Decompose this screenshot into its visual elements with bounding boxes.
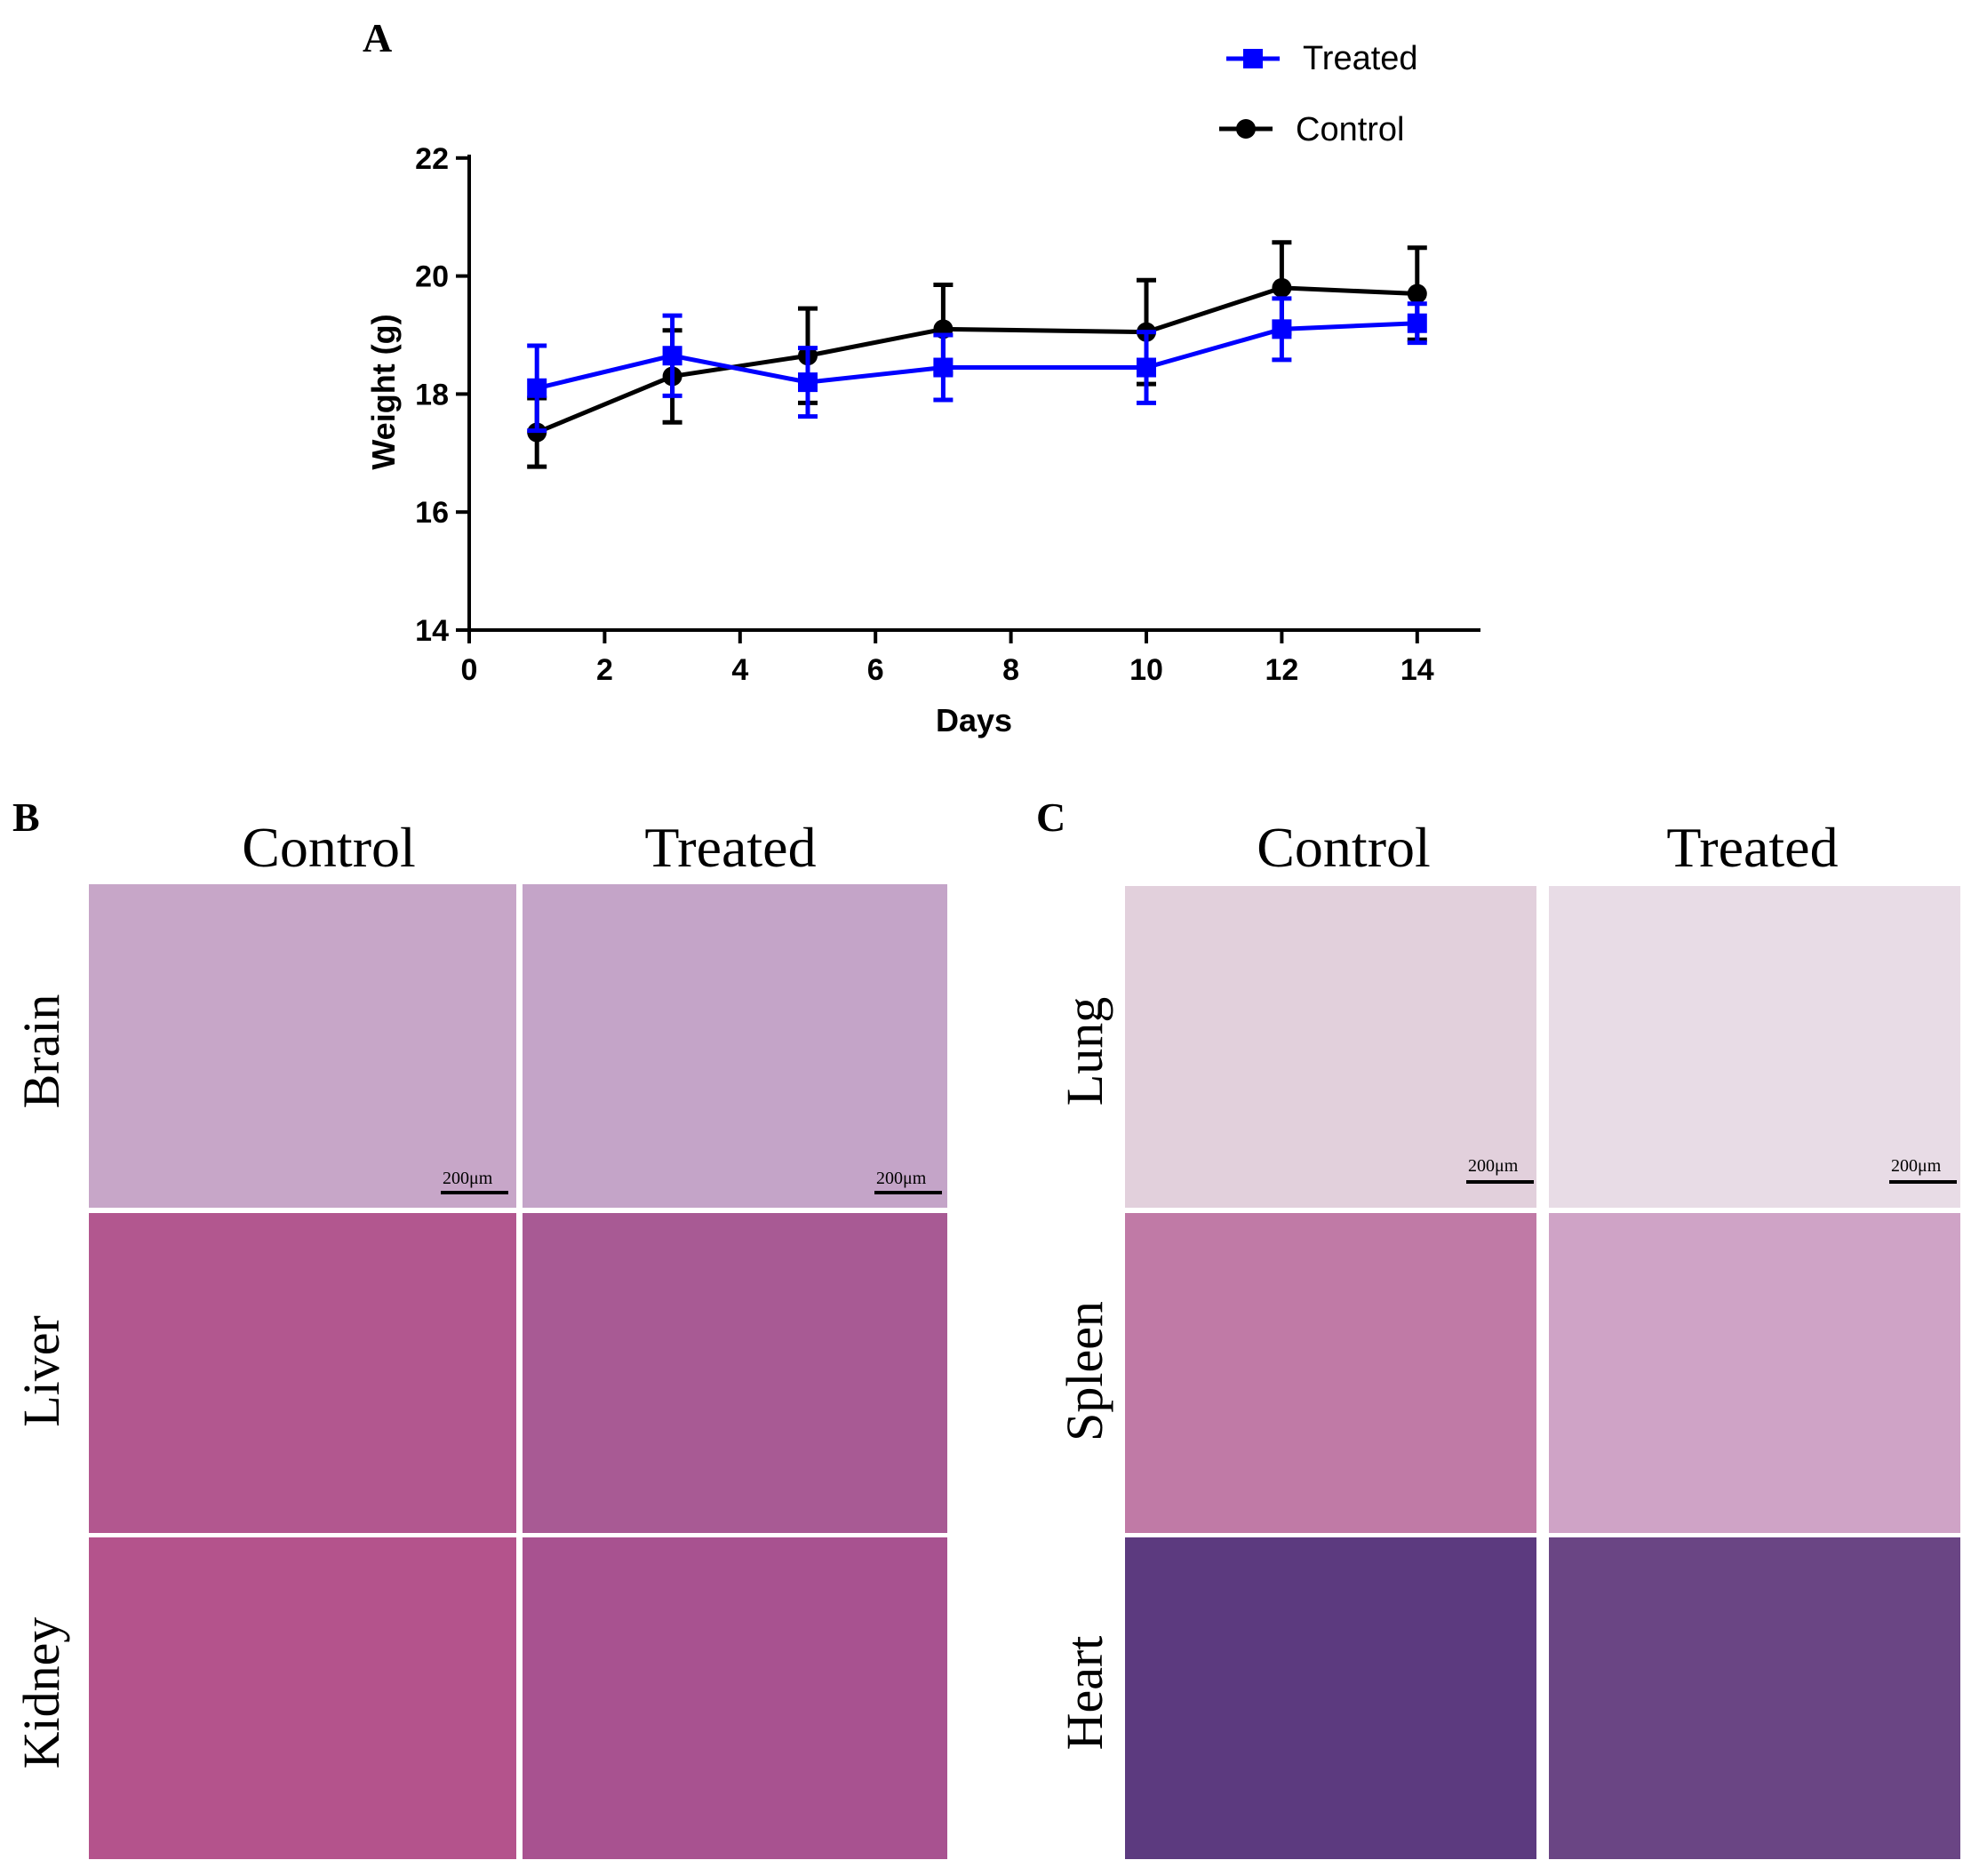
x-tick-label: 14 <box>1400 653 1434 687</box>
y-tick-label: 16 <box>415 496 449 530</box>
chart-legend: Treated Control <box>1219 40 1418 148</box>
x-tick-label: 12 <box>1265 653 1298 687</box>
micrograph-lung-control <box>1125 886 1536 1208</box>
panel-b-col-control: Control <box>242 816 416 879</box>
x-tick-label: 6 <box>867 653 884 687</box>
data-point-control <box>1272 277 1292 298</box>
micrograph-lung-treated <box>1549 886 1960 1208</box>
scale-label-brain-treated: 200μm <box>876 1169 927 1188</box>
micrograph-brain-control <box>89 884 516 1208</box>
row-label-spleen: Spleen <box>1056 1301 1113 1441</box>
data-point-treated <box>933 357 954 378</box>
panel-c-col-treated: Treated <box>1666 816 1838 879</box>
panel-c: C Control Treated Lung Spleen Heart 200μ… <box>1036 794 1960 1859</box>
y-tick-label: 18 <box>415 378 449 411</box>
row-label-brain: Brain <box>12 994 70 1109</box>
micrograph-liver-control <box>89 1213 516 1533</box>
scale-label-lung-treated: 200μm <box>1891 1156 1942 1176</box>
panel-b-col-treated: Treated <box>644 816 816 879</box>
x-tick-label: 4 <box>731 653 748 687</box>
legend-marker-treated <box>1243 49 1263 68</box>
y-tick-label: 14 <box>415 614 449 648</box>
data-point-treated <box>527 378 547 398</box>
legend-label-treated: Treated <box>1303 40 1418 77</box>
panel-b-letter: B <box>12 794 40 840</box>
data-point-treated <box>1407 313 1427 333</box>
x-tick-label: 0 <box>461 653 478 687</box>
panel-c-letter: C <box>1036 794 1065 840</box>
micrograph-liver-treated <box>523 1213 947 1533</box>
legend-marker-control <box>1236 119 1256 139</box>
y-axis-title: Weight (g) <box>365 314 402 469</box>
micrograph-kidney-control <box>89 1537 516 1859</box>
micrograph-brain-treated <box>523 884 947 1208</box>
data-point-treated <box>1272 319 1292 339</box>
data-point-control <box>1407 283 1427 304</box>
scale-label-brain-control: 200μm <box>443 1169 493 1188</box>
row-label-heart: Heart <box>1056 1636 1113 1751</box>
x-tick-label: 8 <box>1002 653 1019 687</box>
panel-a: A Treated Control 14 16 18 20 22 0 2 4 6 8 10 12 14… <box>363 15 1480 738</box>
micrograph-kidney-treated <box>523 1537 947 1859</box>
row-label-lung: Lung <box>1056 997 1113 1106</box>
data-point-treated <box>662 346 682 366</box>
series-control <box>527 240 1427 469</box>
y-tick-label: 20 <box>415 260 449 294</box>
data-point-treated <box>798 372 818 393</box>
y-tick-group: 14 16 18 20 22 <box>415 142 469 648</box>
row-label-kidney: Kidney <box>12 1617 70 1769</box>
y-tick-label: 22 <box>415 142 449 176</box>
panel-b: B Control Treated Brain Liver Kidney 200… <box>12 794 947 1859</box>
panel-a-letter: A <box>363 15 392 60</box>
row-label-liver: Liver <box>12 1315 70 1427</box>
x-tick-label: 2 <box>596 653 613 687</box>
x-axis-title: Days <box>936 702 1012 738</box>
micrograph-heart-treated <box>1549 1537 1960 1859</box>
plot-series-group <box>527 240 1427 469</box>
micrograph-spleen-control <box>1125 1213 1536 1533</box>
series-treated <box>527 296 1427 434</box>
legend-label-control: Control <box>1296 111 1405 148</box>
micrograph-heart-control <box>1125 1537 1536 1859</box>
x-tick-group: 0 2 4 6 8 10 12 14 <box>461 630 1434 687</box>
micrograph-spleen-treated <box>1549 1213 1960 1533</box>
panel-c-col-control: Control <box>1257 816 1431 879</box>
scale-label-lung-control: 200μm <box>1468 1156 1519 1176</box>
data-point-treated <box>1137 357 1156 378</box>
x-tick-label: 10 <box>1129 653 1163 687</box>
